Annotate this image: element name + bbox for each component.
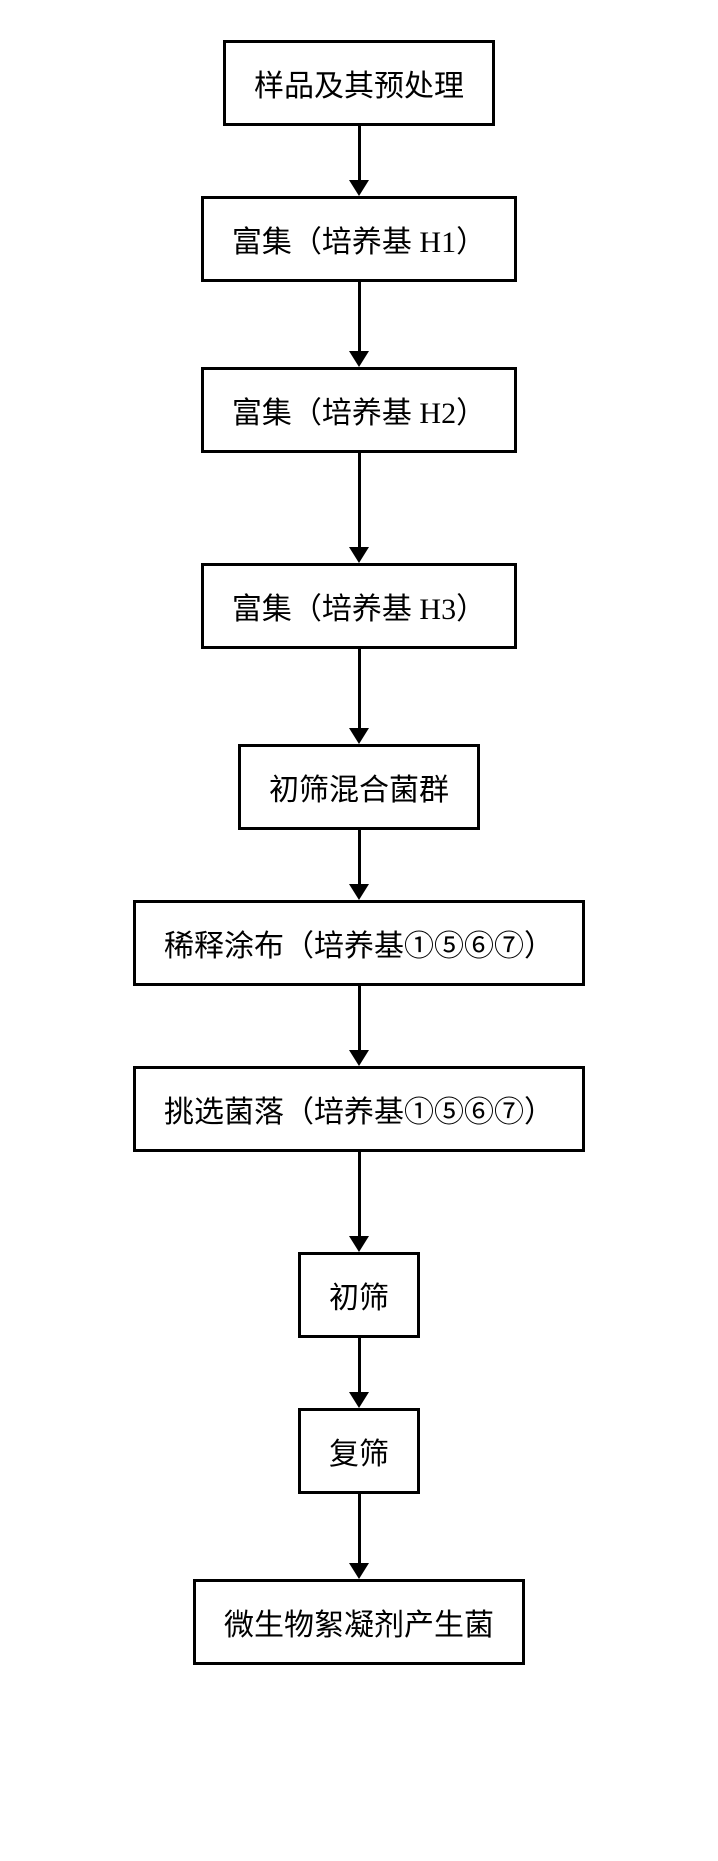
arrow-line <box>358 649 361 728</box>
arrow-n4 <box>349 649 369 744</box>
arrow-n1 <box>349 126 369 196</box>
flowchart-node-n4: 富集（培养基 H3） <box>201 563 517 649</box>
arrow-line <box>358 453 361 547</box>
flowchart-node-n3: 富集（培养基 H2） <box>201 367 517 453</box>
flowchart-node-n2: 富集（培养基 H1） <box>201 196 517 282</box>
arrow-head-icon <box>349 547 369 563</box>
arrow-n7 <box>349 1152 369 1252</box>
arrow-head-icon <box>349 1236 369 1252</box>
arrow-line <box>358 830 361 884</box>
flowchart-node-n10: 微生物絮凝剂产生菌 <box>193 1579 525 1665</box>
arrow-head-icon <box>349 1050 369 1066</box>
arrow-head-icon <box>349 884 369 900</box>
flowchart-node-n7: 挑选菌落（培养基①⑤⑥⑦） <box>133 1066 585 1152</box>
arrow-n9 <box>349 1494 369 1579</box>
arrow-head-icon <box>349 1392 369 1408</box>
flowchart-node-n9: 复筛 <box>298 1408 420 1494</box>
arrow-n3 <box>349 453 369 563</box>
arrow-n6 <box>349 986 369 1066</box>
arrow-line <box>358 1338 361 1392</box>
arrow-head-icon <box>349 728 369 744</box>
flowchart-node-n6: 稀释涂布（培养基①⑤⑥⑦） <box>133 900 585 986</box>
arrow-n2 <box>349 282 369 367</box>
arrow-n5 <box>349 830 369 900</box>
arrow-n8 <box>349 1338 369 1408</box>
arrow-head-icon <box>349 1563 369 1579</box>
flowchart-node-n1: 样品及其预处理 <box>223 40 495 126</box>
arrow-head-icon <box>349 351 369 367</box>
arrow-line <box>358 282 361 351</box>
arrow-line <box>358 126 361 180</box>
flowchart-node-n8: 初筛 <box>298 1252 420 1338</box>
arrow-line <box>358 986 361 1050</box>
flowchart-container: 样品及其预处理富集（培养基 H1） 富集（培养基 H2） 富集（培养基 H3） 初筛混… <box>133 40 585 1665</box>
arrow-head-icon <box>349 180 369 196</box>
flowchart-node-n5: 初筛混合菌群 <box>238 744 480 830</box>
arrow-line <box>358 1494 361 1563</box>
arrow-line <box>358 1152 361 1236</box>
